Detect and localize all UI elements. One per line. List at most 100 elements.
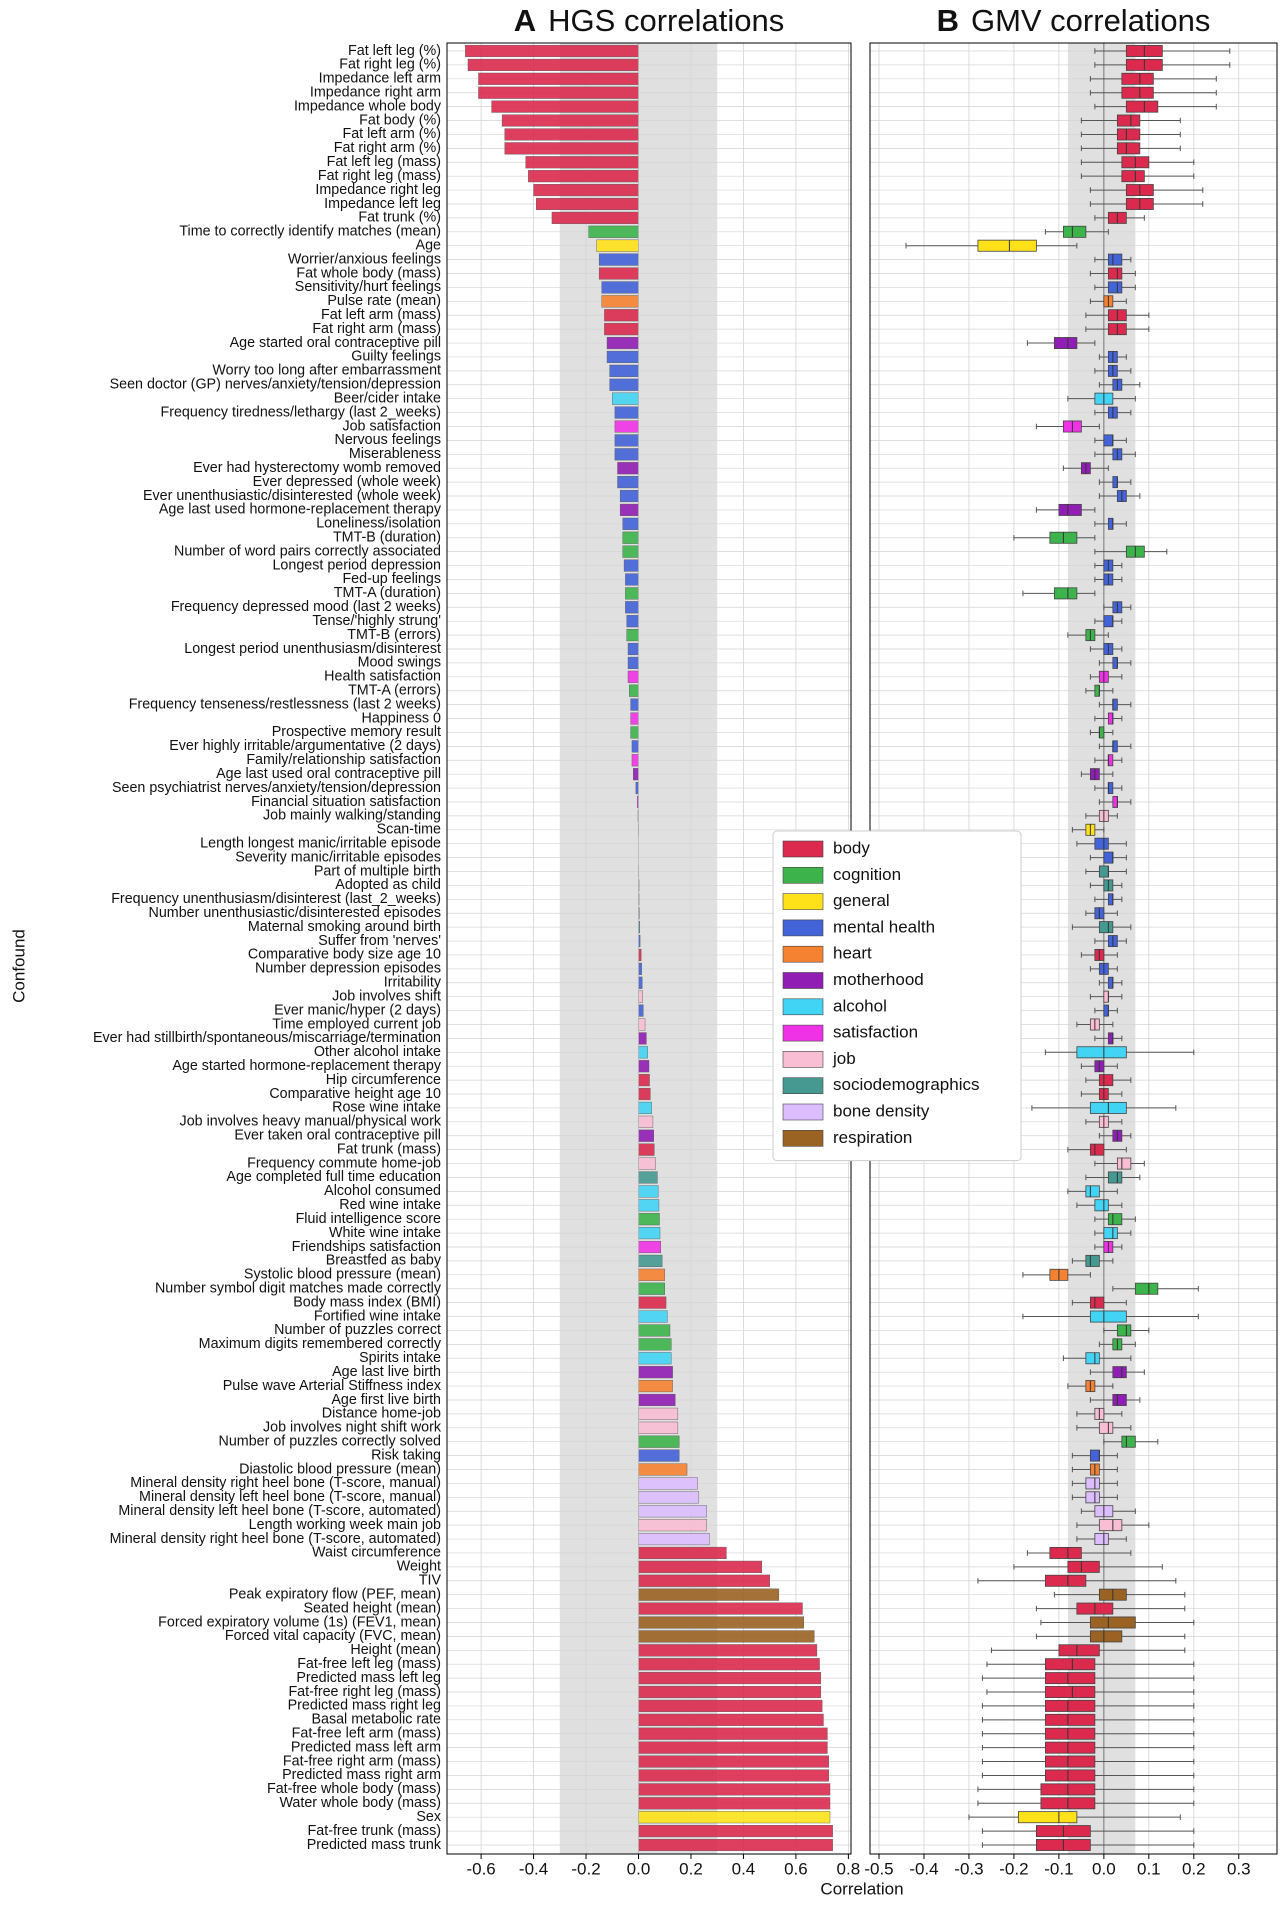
bar (639, 1019, 646, 1031)
box (1063, 226, 1085, 237)
bar (639, 1088, 651, 1100)
box (1122, 73, 1153, 84)
bar (604, 309, 638, 321)
box (1108, 1214, 1121, 1225)
bar (615, 407, 639, 419)
bar (639, 1491, 699, 1503)
box (1077, 1047, 1126, 1058)
bar (639, 1074, 650, 1086)
box (1108, 713, 1112, 724)
bar (624, 560, 638, 572)
x-tick-label: -0.1 (1044, 1859, 1073, 1878)
bar (639, 1033, 647, 1045)
box (1126, 101, 1157, 112)
box (1090, 1450, 1099, 1461)
bar (639, 1770, 829, 1782)
box (1117, 115, 1139, 126)
bar (639, 1144, 655, 1156)
bar (639, 1839, 833, 1851)
bar (639, 1811, 831, 1823)
bar (620, 504, 638, 516)
legend-swatch (783, 946, 823, 962)
bar (639, 1700, 823, 1712)
title-text: GMV correlations (971, 3, 1210, 38)
bar (639, 1519, 707, 1531)
x-tick-label: -0.2 (999, 1859, 1028, 1878)
bar (625, 601, 638, 613)
box (1108, 977, 1112, 988)
box (1095, 838, 1108, 849)
legend-swatch (783, 973, 823, 989)
box (1108, 783, 1112, 794)
bar (589, 226, 639, 238)
box (1045, 1714, 1094, 1725)
box (1117, 143, 1139, 154)
bar (639, 1450, 680, 1462)
box (1104, 1005, 1108, 1016)
x-tick-label: -0.4 (909, 1859, 938, 1878)
legend-label: job (832, 1049, 856, 1068)
bar (639, 1686, 821, 1698)
box (1045, 1575, 1085, 1586)
bar (505, 143, 639, 155)
bar (639, 1825, 833, 1837)
box (1113, 1394, 1126, 1405)
bar (639, 1464, 688, 1476)
bar (505, 129, 639, 141)
box (1050, 1547, 1081, 1558)
box (1117, 1325, 1130, 1336)
legend-swatch (783, 867, 823, 883)
box (1108, 755, 1112, 766)
box (1086, 1255, 1099, 1266)
x-tick-label: -0.2 (571, 1859, 600, 1878)
bar (618, 476, 639, 488)
box (978, 240, 1036, 251)
box (1104, 435, 1113, 446)
bar (502, 115, 638, 127)
legend-label: satisfaction (833, 1023, 918, 1042)
bar (639, 1533, 710, 1545)
legend-swatch (783, 1130, 823, 1146)
bar (639, 1422, 678, 1434)
bar (639, 1728, 828, 1740)
box (1104, 852, 1113, 863)
legend-swatch (783, 894, 823, 910)
x-tick-label: 0.3 (1227, 1859, 1251, 1878)
bar (534, 184, 639, 196)
legend-label: body (833, 838, 870, 857)
bar (610, 365, 639, 377)
legend-label: alcohol (833, 996, 887, 1015)
bar (633, 768, 638, 780)
x-tick-label: 0.8 (837, 1859, 861, 1878)
box (1117, 129, 1139, 140)
box (1108, 1172, 1121, 1183)
box (1054, 588, 1076, 599)
legend-swatch (783, 999, 823, 1015)
bar (627, 615, 639, 627)
x-tick-label: 0.0 (627, 1859, 651, 1878)
bar (639, 1158, 656, 1170)
bar (628, 657, 638, 669)
bar (639, 1116, 653, 1128)
panel-label: A (514, 3, 536, 38)
x-tick-label: 0.0 (1092, 1859, 1116, 1878)
bar (615, 448, 639, 460)
box (1113, 477, 1117, 488)
bar (639, 1352, 672, 1364)
bar (526, 156, 639, 168)
box (1018, 1812, 1076, 1823)
bar (639, 991, 643, 1003)
bar (599, 254, 638, 266)
x-tick-label: -0.6 (466, 1859, 495, 1878)
bar (639, 1297, 667, 1309)
box (1054, 337, 1076, 348)
bar (639, 1547, 727, 1559)
bar (620, 490, 638, 502)
box (1104, 991, 1108, 1002)
bar (639, 1714, 824, 1726)
bar (639, 1325, 670, 1337)
box (1108, 518, 1112, 529)
bar (639, 1394, 676, 1406)
